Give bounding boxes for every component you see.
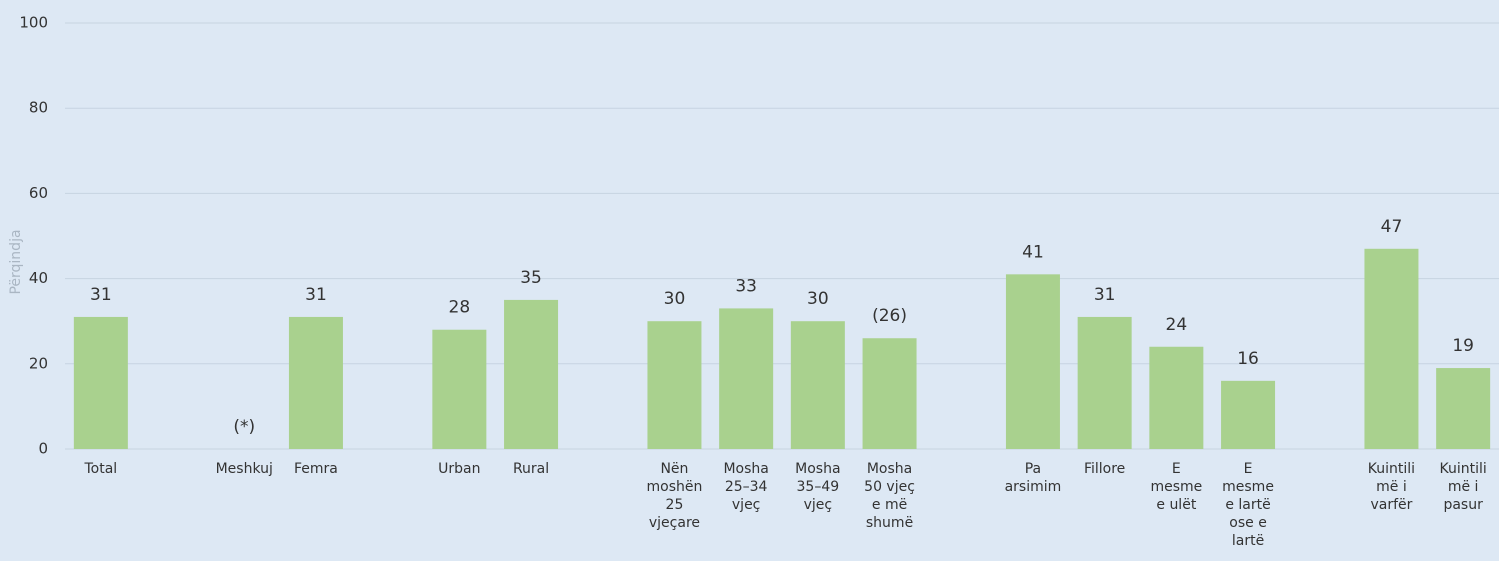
x-tick-label: Pa arsimim (1005, 461, 1062, 495)
value-label: 16 (1237, 349, 1259, 369)
bar (73, 316, 128, 449)
value-label: 31 (305, 285, 327, 305)
bar (1077, 316, 1132, 449)
value-label: 19 (1452, 336, 1474, 356)
value-label: 24 (1166, 315, 1188, 335)
value-label: 41 (1022, 242, 1044, 262)
x-tick-label: Mosha 35–49 vjeç (795, 461, 840, 513)
x-tick-label: Meshkuj (216, 461, 273, 477)
bar (288, 316, 343, 449)
bar (1436, 368, 1491, 449)
bar (1005, 274, 1060, 449)
y-tick-label: 0 (38, 440, 48, 458)
bar (719, 308, 774, 449)
x-tick-label: Kuintili më i varfër (1368, 461, 1415, 513)
x-tick-label: Kuintili më i pasur (1440, 461, 1487, 513)
y-tick-label: 80 (29, 99, 48, 117)
value-label: 30 (807, 289, 829, 309)
value-label: 35 (520, 268, 542, 288)
x-tick-label: Total (83, 461, 117, 477)
value-label: 47 (1381, 217, 1403, 237)
x-tick-label: Femra (294, 461, 338, 477)
x-tick-label: Nën moshën 25 vjeçare (647, 461, 703, 531)
y-tick-label: 100 (19, 14, 48, 32)
bar (1149, 346, 1204, 449)
y-tick-label: 40 (29, 269, 48, 287)
x-tick-label: Fillore (1084, 461, 1125, 477)
value-label: (26) (872, 306, 907, 326)
bar (432, 329, 487, 449)
value-label: (*) (233, 417, 255, 437)
y-tick-label: 20 (29, 354, 48, 372)
bar (862, 338, 917, 449)
y-axis-label: Përqindja (8, 229, 24, 294)
bar (790, 321, 845, 449)
value-label: 28 (449, 298, 471, 318)
value-label: 31 (90, 285, 112, 305)
bar (504, 299, 559, 449)
x-tick-label: Rural (513, 461, 549, 477)
value-label: 33 (735, 276, 757, 296)
y-tick-label: 60 (29, 184, 48, 202)
value-label: 31 (1094, 285, 1116, 305)
bar (1221, 380, 1276, 449)
x-tick-label: Mosha 25–34 vjeç (723, 461, 768, 513)
x-tick-label: Urban (438, 461, 480, 477)
x-tick-label: Mosha 50 vjeç e më shumë (864, 461, 915, 531)
bar (1364, 248, 1419, 449)
value-label: 30 (664, 289, 686, 309)
bar (647, 321, 702, 449)
